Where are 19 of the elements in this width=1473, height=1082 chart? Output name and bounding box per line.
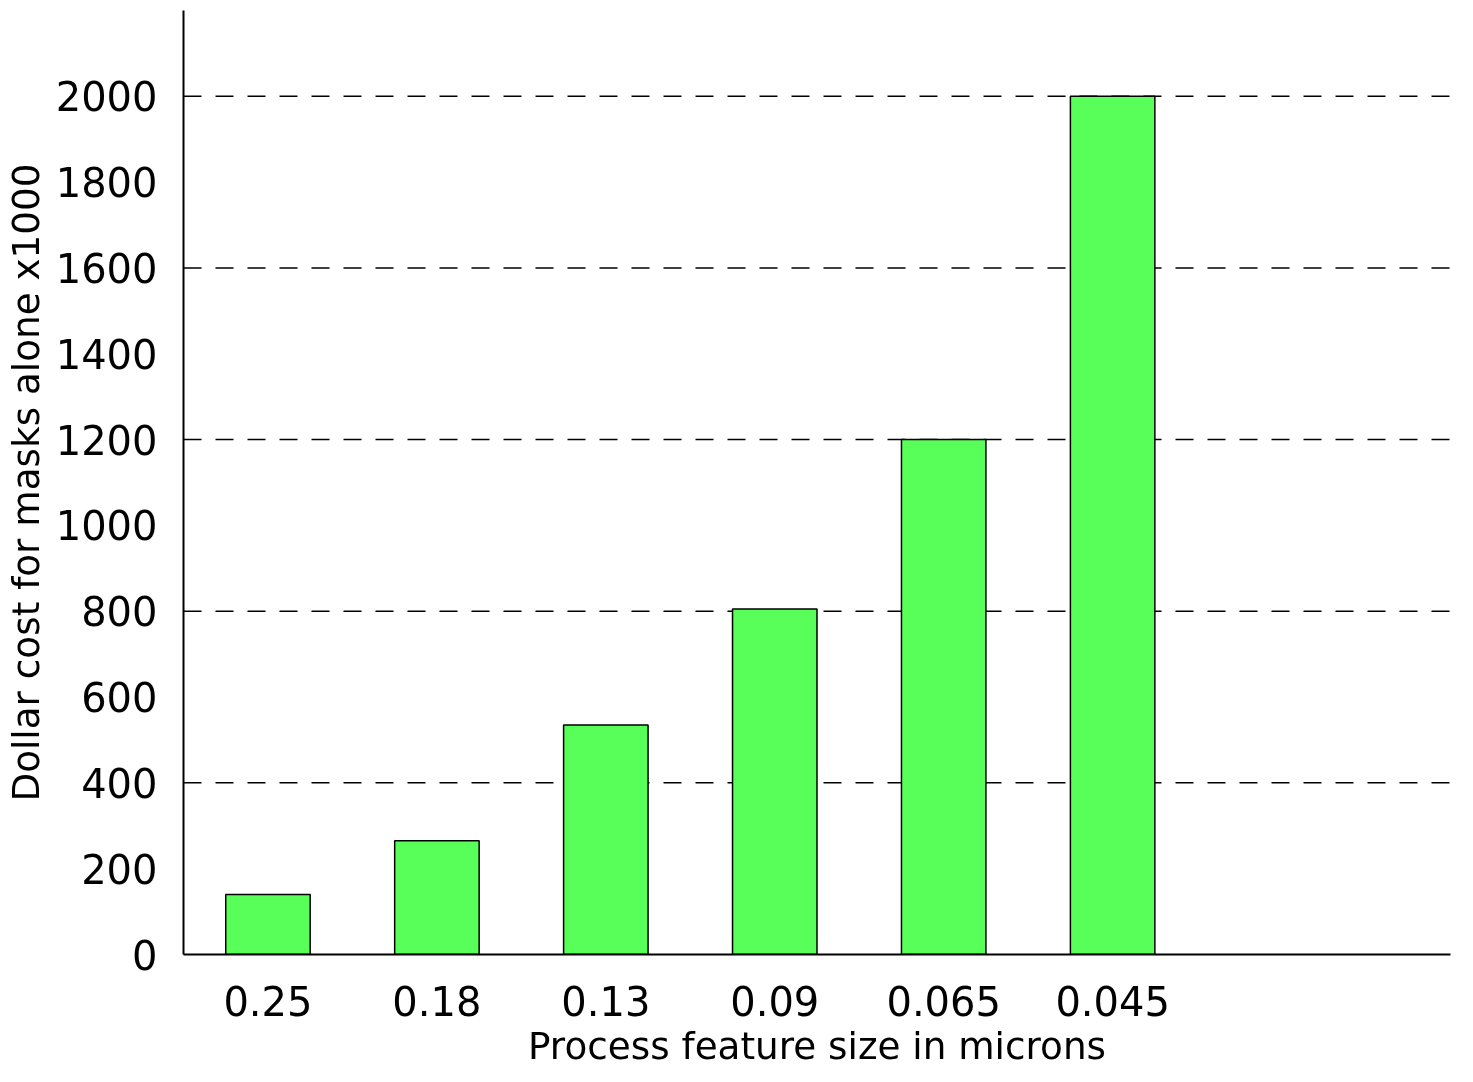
y-tick-label: 200 bbox=[81, 846, 158, 893]
y-tick-label: 1200 bbox=[55, 417, 158, 464]
y-tick-label: 1000 bbox=[55, 503, 158, 550]
y-tick-label: 400 bbox=[81, 760, 158, 807]
y-tick-label: 1600 bbox=[55, 245, 158, 292]
x-tick-label: 0.09 bbox=[730, 978, 820, 1025]
y-tick-label: 1800 bbox=[55, 160, 158, 207]
x-tick-label: 0.13 bbox=[561, 978, 651, 1025]
x-axis-title: Process feature size in microns bbox=[528, 1023, 1106, 1068]
y-tick-label: 600 bbox=[81, 675, 158, 722]
y-axis-title: Dollar cost for masks alone x1000 bbox=[3, 163, 48, 802]
y-tick-label: 2000 bbox=[55, 74, 158, 121]
y-tick-label: 1400 bbox=[55, 331, 158, 378]
y-tick-label: 800 bbox=[81, 589, 158, 636]
y-tick-label: 0 bbox=[132, 932, 158, 979]
x-tick-label: 0.045 bbox=[1055, 978, 1170, 1025]
x-tick-label: 0.25 bbox=[223, 978, 313, 1025]
x-tick-label: 0.18 bbox=[392, 978, 482, 1025]
x-tick-label: 0.065 bbox=[886, 978, 1001, 1025]
